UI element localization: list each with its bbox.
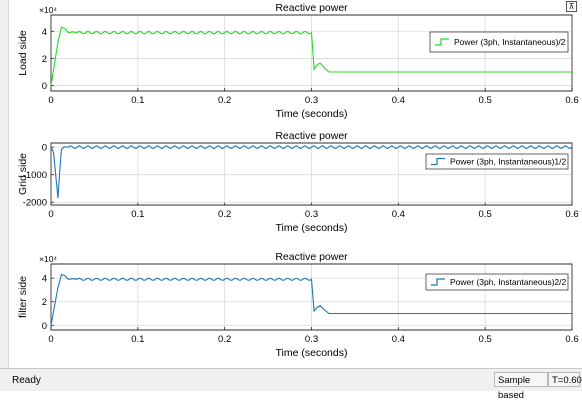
x-tick-label: 0.4	[392, 334, 405, 345]
scope-plots: Reactive power 0 0.1 0.2 0.3 0.4 0.5 0.6 0 2 4 ×10⁴…	[17, 2, 579, 359]
x-tick-label: 0.6	[565, 209, 578, 220]
status-bar: Ready Sample based T=0.600 ⋰	[0, 368, 582, 401]
legend-entry: Power (3ph, Instantaneous)/2	[454, 37, 566, 47]
x-tick-label: 0.1	[131, 209, 144, 220]
legend-swatch	[431, 278, 445, 286]
y-axis-label: Load side	[17, 30, 29, 76]
legend-box	[429, 31, 569, 53]
x-tick-label: 0.3	[305, 334, 318, 345]
x-axis-label: Time (seconds)	[276, 222, 348, 234]
legend-box	[425, 153, 569, 170]
window-left-border	[0, 0, 9, 368]
series-line	[50, 26, 572, 86]
series-line	[50, 273, 572, 326]
chart-title: Reactive power	[275, 2, 348, 14]
x-tick-label: 0.5	[479, 334, 492, 345]
plot-frame	[50, 142, 573, 206]
y-exponent-label: ×10⁴	[39, 5, 57, 15]
y-exponent-label: ×10⁴	[39, 254, 57, 264]
x-axis-label: Time (seconds)	[276, 347, 348, 359]
legend-swatch	[431, 157, 445, 166]
x-tick-label: 0.4	[392, 209, 405, 220]
x-tick-label: 0.1	[131, 334, 144, 345]
y-tick-label: 0	[42, 81, 47, 92]
legend-box	[425, 273, 569, 291]
x-tick-label: 0.4	[392, 95, 405, 106]
y-tick-label: 2	[42, 54, 47, 65]
y-tick-label: 2	[42, 297, 47, 308]
chart-title: Reactive power	[275, 130, 348, 142]
status-ready: Ready	[12, 375, 41, 386]
x-axis-label: Time (seconds)	[276, 108, 348, 120]
x-tick-label: 0	[48, 95, 53, 106]
y-tick-label: 0	[42, 143, 47, 154]
plot-frame	[50, 14, 573, 92]
legend-swatch	[435, 38, 449, 46]
x-tick-label: 0	[48, 209, 53, 220]
x-tick-label: 0	[48, 334, 53, 345]
x-tick-label: 0.3	[305, 95, 318, 106]
plot-frame	[50, 263, 573, 331]
x-tick-label: 0.5	[479, 209, 492, 220]
x-tick-label: 0.1	[131, 95, 144, 106]
x-tick-label: 0.2	[218, 209, 231, 220]
x-tick-label: 0.5	[479, 95, 492, 106]
x-tick-label: 0.2	[218, 334, 231, 345]
dock-button[interactable]: ⊼	[566, 1, 577, 12]
y-axis-label: Grid side	[17, 153, 29, 195]
y-axis-label: filter side	[17, 276, 29, 318]
y-tick-label: 0	[42, 321, 47, 332]
status-mode: Sample based	[494, 372, 548, 401]
series-line	[50, 145, 573, 199]
y-tick-label: -2000	[23, 198, 47, 209]
resize-grip-icon[interactable]: ⋰	[568, 382, 574, 388]
legend-entry: Power (3ph, Instantaneous)2/2	[450, 277, 567, 287]
legend-entry: Power (3ph, Instantaneous)1/2	[450, 157, 567, 167]
x-tick-label: 0.6	[565, 95, 578, 106]
status-time: T=0.600	[548, 372, 582, 387]
y-tick-label: -1000	[23, 170, 47, 181]
y-tick-label: 4	[42, 27, 47, 38]
y-tick-label: 4	[42, 274, 47, 285]
chart-title: Reactive power	[275, 251, 348, 263]
x-tick-label: 0.2	[218, 95, 231, 106]
x-tick-label: 0.6	[565, 334, 578, 345]
x-tick-label: 0.3	[305, 209, 318, 220]
